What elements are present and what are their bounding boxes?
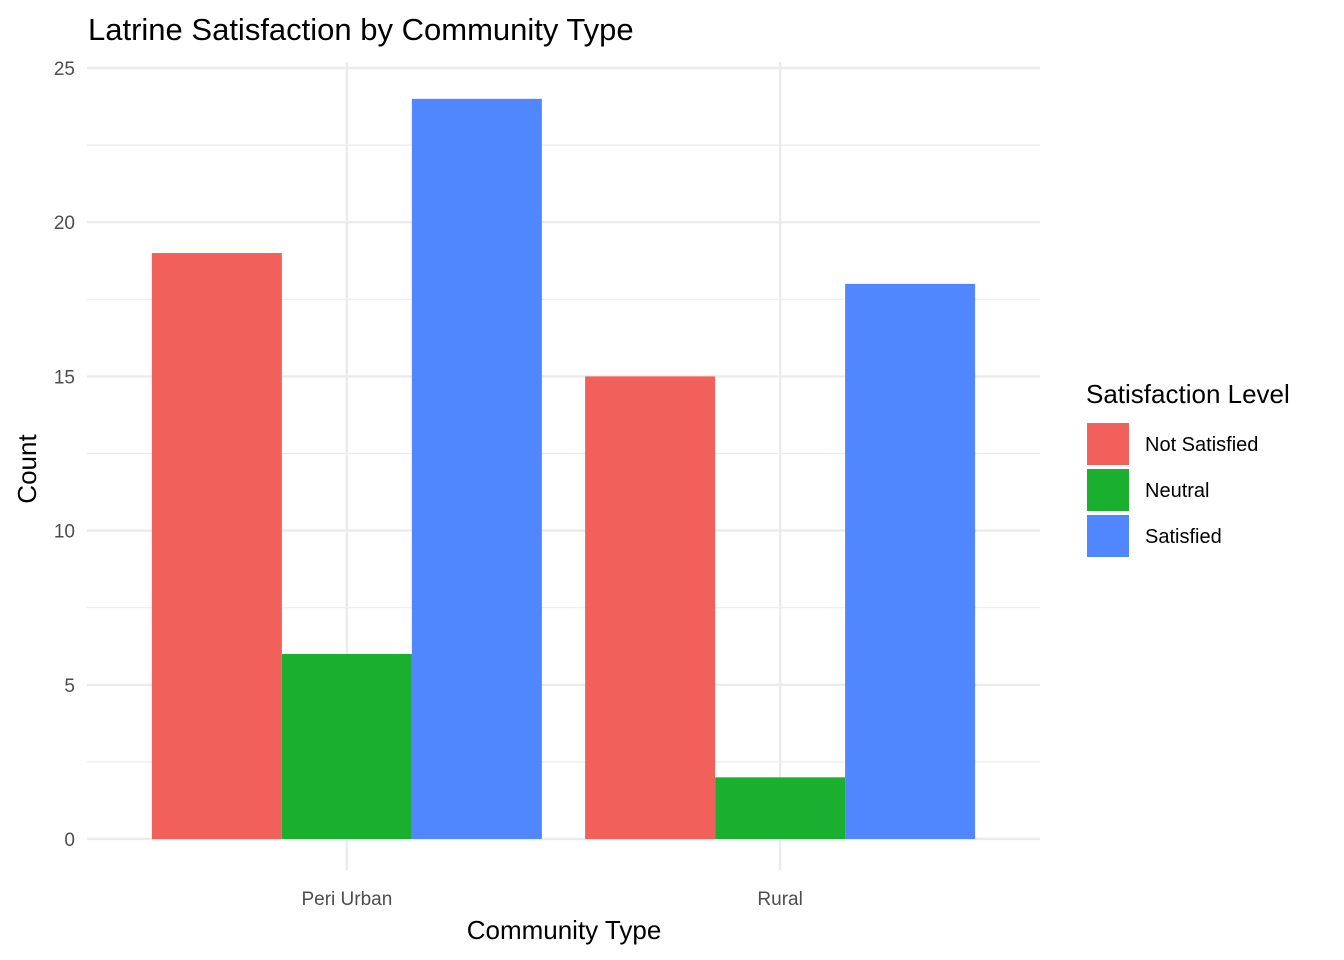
- y-tick-label: 25: [54, 59, 75, 80]
- x-axis-title: Community Type: [467, 915, 662, 945]
- legend-swatch: [1087, 423, 1129, 465]
- x-tick-labels: Peri Urban Rural: [301, 889, 802, 910]
- bar-satisfied: [411, 98, 542, 840]
- legend-label: Not Satisfied: [1145, 434, 1258, 456]
- bar-neutral: [281, 653, 412, 839]
- bar-not-satisfied: [151, 253, 282, 840]
- y-tick-label: 20: [54, 213, 75, 234]
- legend-title: Satisfaction Level: [1086, 379, 1290, 409]
- bar-not-satisfied: [585, 376, 716, 839]
- legend-swatch: [1087, 515, 1129, 557]
- y-tick-label: 15: [54, 367, 75, 388]
- y-tick-label: 10: [54, 522, 75, 543]
- chart-title: Latrine Satisfaction by Community Type: [88, 12, 634, 47]
- y-tick-label: 5: [64, 676, 75, 697]
- bars: [151, 98, 976, 840]
- y-tick-labels: 0 5 10 15 20 25: [54, 59, 75, 851]
- bar-satisfied: [845, 283, 976, 839]
- y-axis-title: Count: [12, 434, 42, 504]
- legend-swatch: [1087, 469, 1129, 511]
- legend-label: Satisfied: [1145, 526, 1222, 548]
- x-tick-label: Peri Urban: [301, 889, 392, 910]
- y-tick-label: 0: [64, 830, 75, 851]
- legend-label: Neutral: [1145, 480, 1209, 502]
- bar-neutral: [715, 777, 846, 839]
- x-tick-label: Rural: [757, 889, 802, 910]
- legend: Satisfaction Level Not Satisfied Neutral S…: [1086, 379, 1290, 557]
